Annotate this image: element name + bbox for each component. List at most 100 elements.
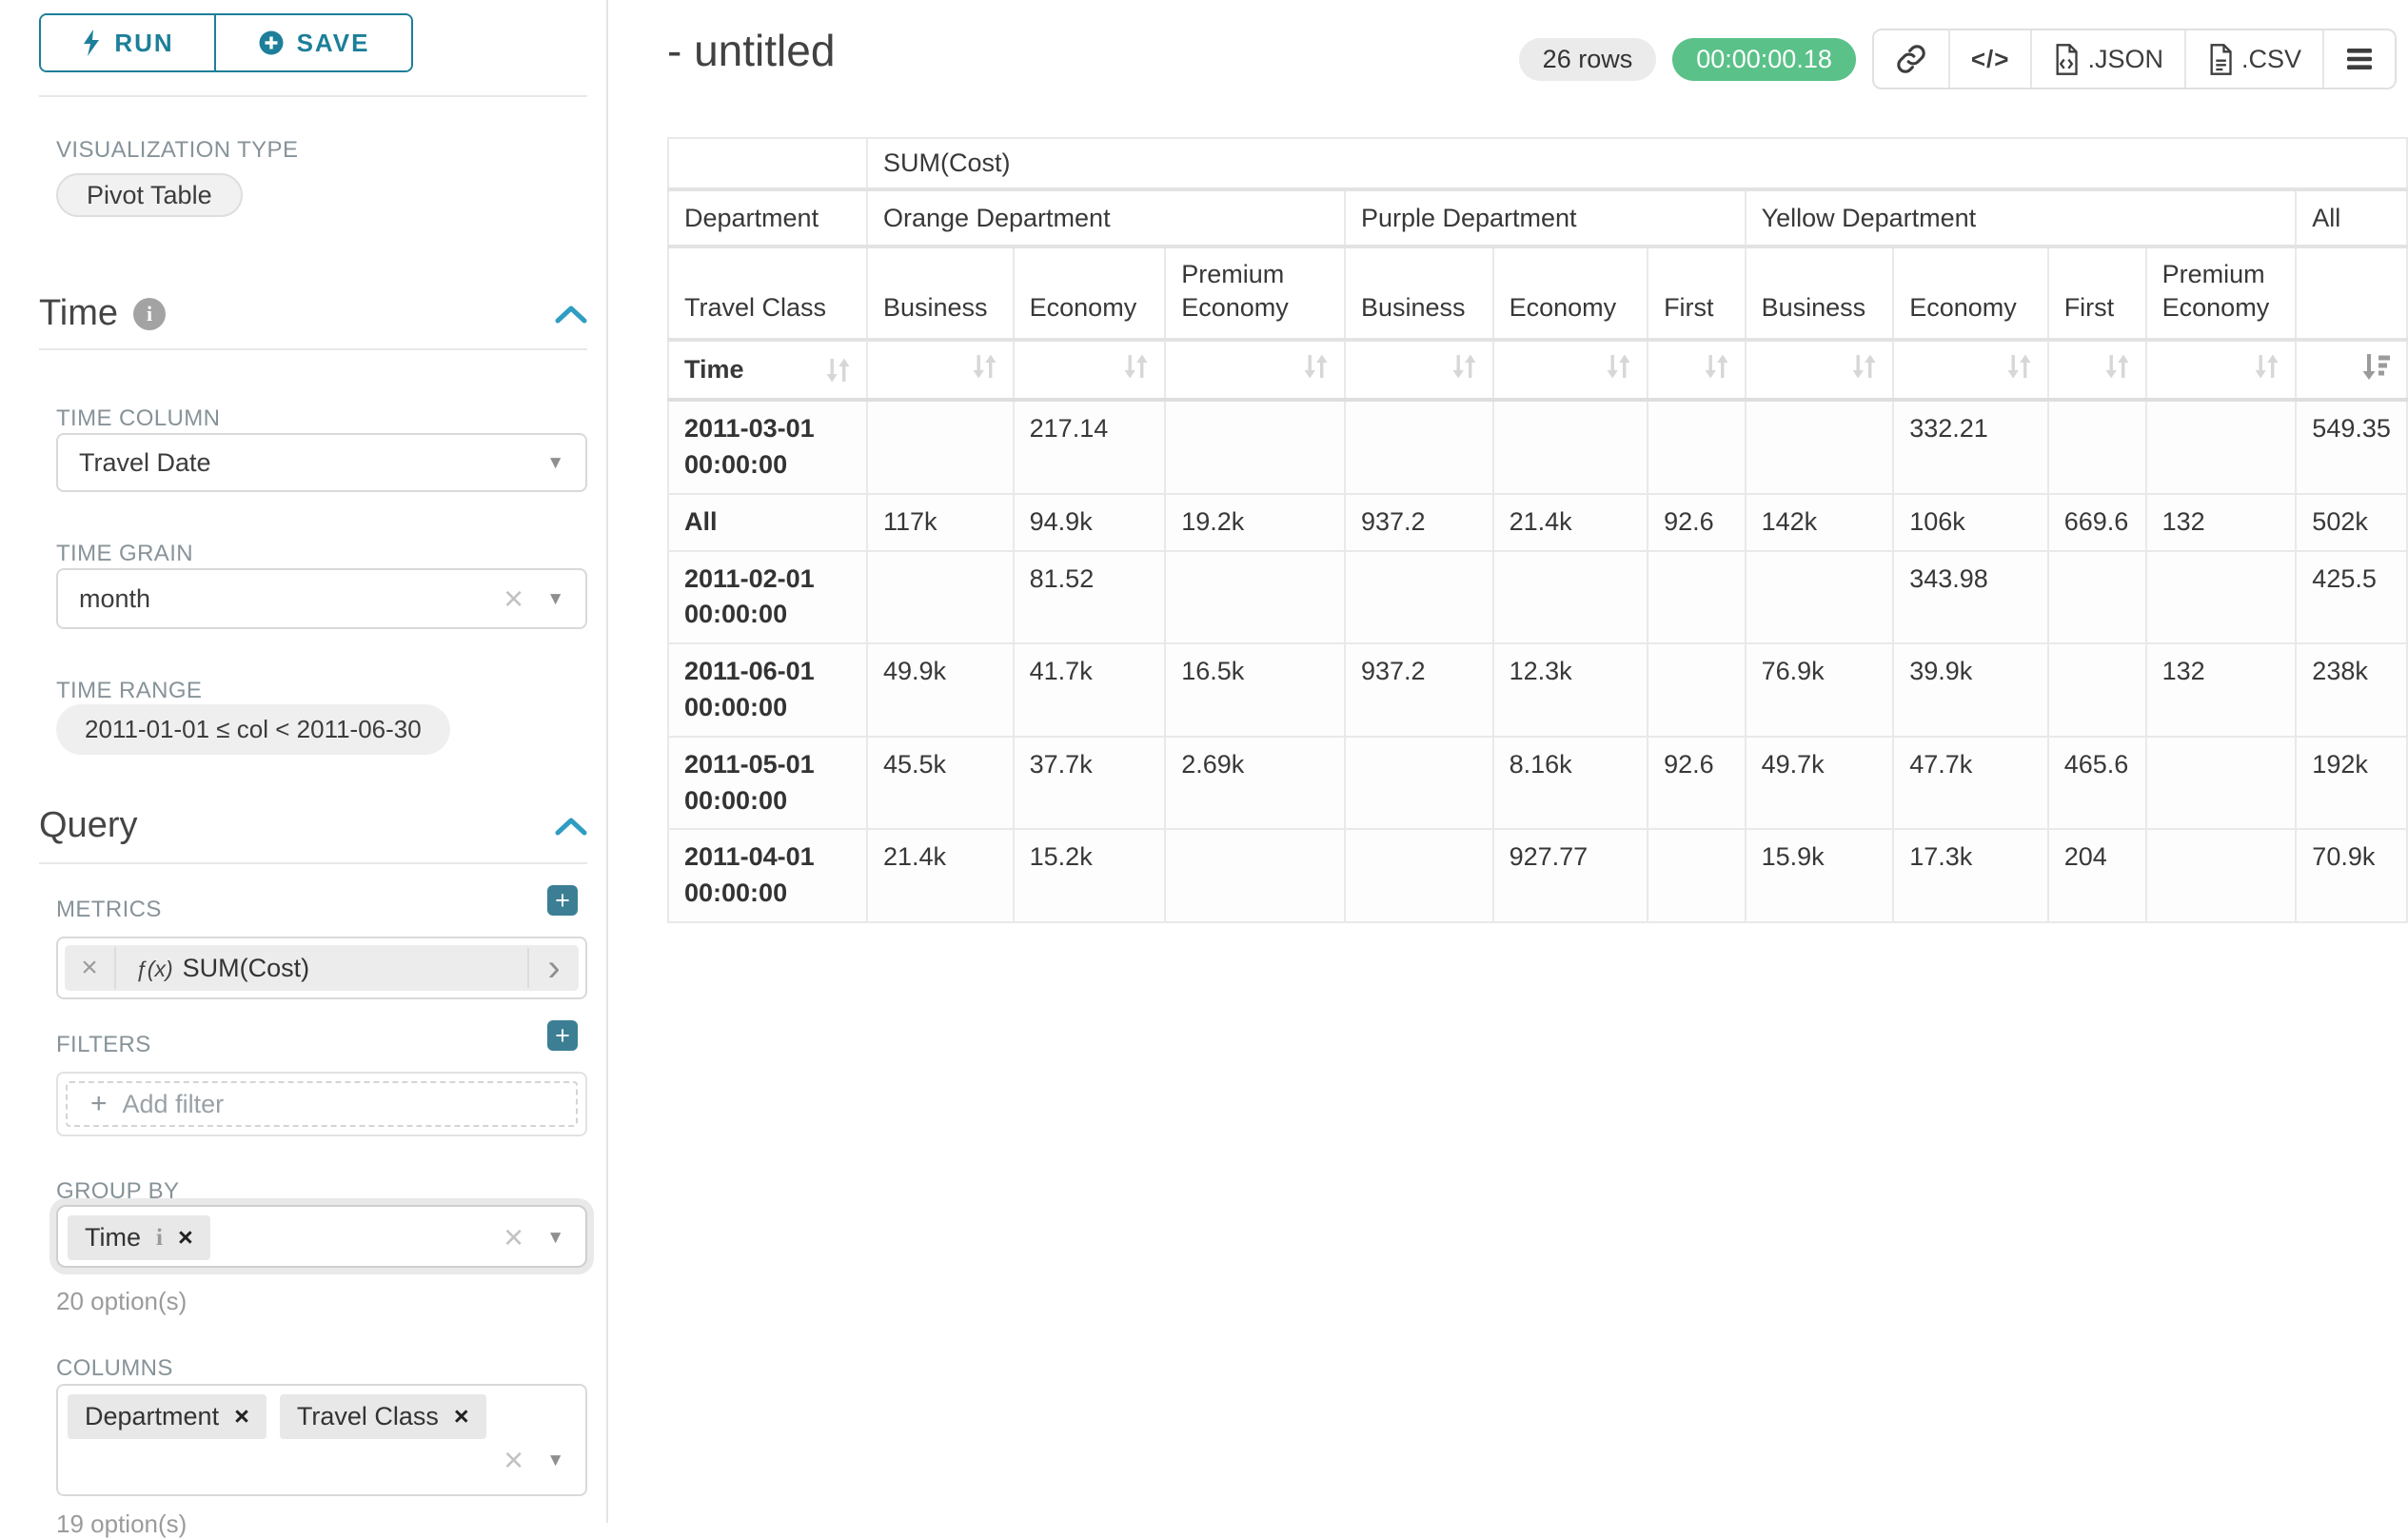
caret-down-icon[interactable]: ▼	[546, 454, 564, 472]
value-cell: 15.9k	[1746, 829, 1894, 922]
run-button[interactable]: RUN	[41, 15, 214, 70]
json-button-label: .JSON	[2087, 45, 2163, 74]
row-header-cell: 2011-05-01 00:00:00	[668, 737, 867, 830]
tag-remove-icon[interactable]: ×	[234, 1402, 249, 1431]
metrics-box: × ƒ(x)SUM(Cost) ›	[56, 937, 587, 999]
sort-toggle[interactable]	[867, 340, 1014, 400]
value-cell: 117k	[867, 494, 1014, 551]
visualization-type-pill[interactable]: Pivot Table	[56, 173, 243, 217]
value-cell: 2.69k	[1165, 737, 1345, 830]
save-button-label: SAVE	[297, 29, 370, 58]
sort-desc-icon	[2362, 352, 2391, 381]
time-grain-select[interactable]: month × ▼	[56, 568, 587, 629]
plus-icon: +	[90, 1088, 108, 1120]
caret-down-icon[interactable]: ▼	[546, 590, 564, 608]
hamburger-menu-icon	[2345, 47, 2374, 71]
value-cell	[1493, 551, 1648, 644]
value-cell: 425.5	[2296, 551, 2407, 644]
export-json-button[interactable]: .JSON	[2030, 30, 2184, 88]
clear-icon[interactable]: ×	[503, 1443, 523, 1477]
value-cell	[1493, 400, 1648, 494]
query-section-header: Query	[39, 805, 587, 846]
value-cell: 204	[2048, 829, 2146, 922]
divider	[39, 95, 587, 97]
value-cell: 106k	[1893, 494, 2048, 551]
tag-travel-class[interactable]: Travel Class ×	[280, 1394, 486, 1439]
caret-down-icon[interactable]: ▼	[546, 1229, 564, 1247]
sort-toggle[interactable]	[1014, 340, 1166, 400]
sort-toggle[interactable]	[1893, 340, 2048, 400]
clear-icon[interactable]: ×	[503, 1220, 523, 1254]
divider	[39, 862, 587, 864]
sort-icon	[1123, 352, 1149, 381]
columns-select[interactable]: Department × Travel Class × × ▼	[56, 1384, 587, 1496]
sort-toggle[interactable]	[1493, 340, 1648, 400]
save-button[interactable]: SAVE	[214, 15, 411, 70]
tag-info-icon[interactable]: i	[156, 1225, 163, 1252]
chevron-up-icon[interactable]	[555, 304, 587, 325]
time-column-label: TIME COLUMN	[56, 405, 220, 432]
fx-icon: ƒ(x)	[135, 957, 173, 981]
group-by-select[interactable]: Time i × × ▼	[56, 1205, 587, 1268]
metrics-label: METRICS	[56, 897, 162, 923]
chart-title[interactable]: - untitled	[667, 25, 835, 76]
travel-class-axis-cell: Travel Class	[668, 247, 867, 340]
travel-class-header: First	[2048, 247, 2146, 340]
tag-remove-icon[interactable]: ×	[178, 1223, 193, 1253]
sort-icon	[825, 356, 851, 385]
caret-down-icon[interactable]: ▼	[546, 1451, 564, 1470]
department-group-header: Purple Department	[1345, 189, 1746, 247]
tag-department[interactable]: Department ×	[68, 1394, 266, 1439]
row-header-cell: 2011-06-01 00:00:00	[668, 643, 867, 737]
sort-toggle[interactable]	[1648, 340, 1746, 400]
tag-label: Travel Class	[297, 1402, 439, 1431]
sort-toggle[interactable]	[1345, 340, 1493, 400]
time-section-header: Time i	[39, 293, 587, 334]
travel-class-header: Economy	[1893, 247, 2048, 340]
chevron-right-icon[interactable]: ›	[527, 948, 579, 988]
tag-label: Department	[85, 1402, 219, 1431]
time-sort-header[interactable]: Time	[668, 340, 867, 400]
sort-toggle[interactable]	[2048, 340, 2146, 400]
value-cell	[2048, 551, 2146, 644]
time-title-text: Time	[39, 293, 118, 334]
sort-toggle[interactable]	[2146, 340, 2297, 400]
add-filter-button[interactable]: + Add filter	[66, 1081, 578, 1127]
metric-pill[interactable]: × ƒ(x)SUM(Cost) ›	[65, 945, 579, 991]
value-cell: 332.21	[1893, 400, 2048, 494]
tag-time[interactable]: Time i ×	[68, 1215, 210, 1260]
travel-class-header: First	[1648, 247, 1746, 340]
sort-toggle[interactable]	[2296, 340, 2407, 400]
remove-metric-icon[interactable]: ×	[65, 947, 116, 989]
value-cell	[1345, 737, 1493, 830]
value-cell: 92.6	[1648, 494, 1746, 551]
tag-remove-icon[interactable]: ×	[454, 1402, 469, 1431]
row-header-cell: 2011-02-01 00:00:00	[668, 551, 867, 644]
sort-toggle[interactable]	[1746, 340, 1894, 400]
menu-button[interactable]	[2322, 30, 2395, 88]
group-by-label: GROUP BY	[56, 1178, 179, 1205]
add-filter-plus-button[interactable]: +	[547, 1020, 578, 1051]
chevron-up-icon[interactable]	[555, 816, 587, 837]
value-cell	[2146, 829, 2297, 922]
view-query-button[interactable]: </>	[1948, 30, 2031, 88]
clear-icon[interactable]: ×	[503, 582, 523, 616]
copy-link-button[interactable]	[1874, 30, 1948, 88]
travel-class-header: Economy	[1493, 247, 1648, 340]
travel-class-header: Business	[1345, 247, 1493, 340]
value-cell: 21.4k	[1493, 494, 1648, 551]
export-csv-button[interactable]: .CSV	[2184, 30, 2322, 88]
department-group-header: Yellow Department	[1746, 189, 2297, 247]
value-cell: 238k	[2296, 643, 2407, 737]
value-cell: 70.9k	[2296, 829, 2407, 922]
metric-header-cell: SUM(Cost)	[867, 138, 2407, 189]
time-column-select[interactable]: Travel Date ▼	[56, 433, 587, 492]
sort-icon	[2254, 352, 2280, 381]
value-cell	[2048, 400, 2146, 494]
sort-toggle[interactable]	[1165, 340, 1345, 400]
time-range-pill[interactable]: 2011-01-01 ≤ col < 2011-06-30	[56, 704, 450, 755]
info-icon[interactable]: i	[133, 298, 166, 330]
add-metric-button[interactable]: +	[547, 885, 578, 916]
